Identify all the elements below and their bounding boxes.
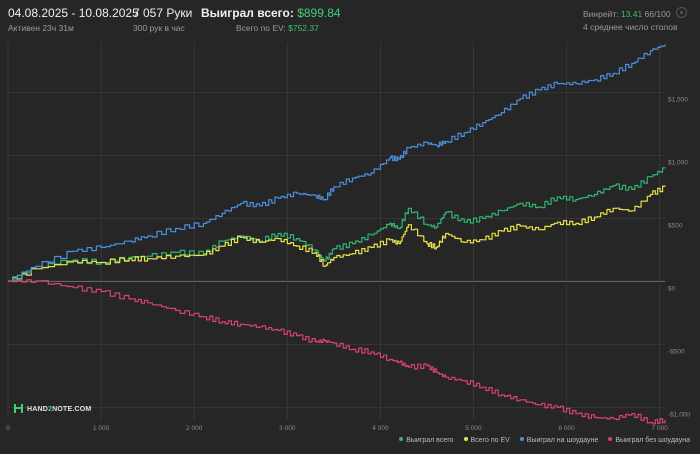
y-tick-label: -$500 (668, 348, 685, 355)
y-tick-label: $1,000 (668, 159, 688, 166)
total-ev: Всего по EV: $752.37 (201, 23, 341, 33)
total-won-value: $899.84 (297, 6, 341, 20)
legend-item-1[interactable]: Всего по EV (463, 437, 510, 444)
x-tick-label: 4 000 (372, 425, 389, 432)
total-won-label: Выиграл всего: (201, 6, 294, 20)
logo-prefix: HAND (27, 406, 49, 413)
date-range[interactable]: 04.08.2025 - 10.08.2025 (8, 6, 139, 20)
y-axis-ticks: $1,500 $1,000 $500 $0 -$500 -$1,000 (668, 96, 690, 418)
avg-tables: 4 среднее число столов (583, 22, 678, 32)
legend-label: Выиграл без шоудауна (615, 437, 690, 444)
y-tick-label: $500 (668, 222, 683, 229)
legend-item-0[interactable]: Выиграл всего (399, 437, 454, 444)
legend-dot-icon (399, 437, 404, 441)
winrate: Винрейт: 13.41 66/100 (583, 9, 678, 19)
legend-label: Выиграл всего (406, 437, 454, 444)
active-time: Активен 23ч 31м (8, 23, 74, 33)
gear-icon[interactable] (676, 7, 687, 18)
series-line-0 (8, 167, 666, 282)
hand2note-logo-icon (14, 404, 23, 413)
y-tick-label: -$1,000 (668, 411, 690, 418)
legend-label: Всего по EV (470, 437, 510, 444)
winrate-value: 13.41 (620, 9, 643, 19)
hand2note-logo: HAND2NOTE.COM (14, 404, 91, 413)
y-tick-label: $0 (668, 285, 676, 292)
logo-mid: 2 (48, 406, 53, 413)
y-tick-label: $1,500 (668, 96, 688, 103)
legend-item-2[interactable]: Выиграл на шоудауне (519, 437, 599, 444)
chart-legend: Выиграл всего Всего по EV Выиграл на шоуда… (340, 437, 690, 444)
x-tick-label: 0 (6, 425, 10, 432)
legend-dot-icon (519, 437, 524, 441)
chart-series (8, 44, 666, 425)
legend-dot-icon (463, 437, 468, 441)
chart-grid (7, 42, 665, 420)
series-line-2 (8, 44, 666, 282)
x-tick-label: 1 000 (93, 425, 110, 432)
x-tick-label: 5 000 (465, 425, 482, 432)
winnings-block: Выиграл всего: $899.84 Всего по EV: $752… (201, 6, 341, 33)
winrate-block: Винрейт: 13.41 66/100 4 среднее число ст… (583, 6, 678, 32)
period-block: 04.08.2025 - 10.08.2025 Активен 23ч 31м (8, 6, 139, 33)
x-axis-ticks: 0 1 000 2 000 3 000 4 000 5 000 6 000 7 000 (6, 425, 668, 432)
winrate-label: Винрейт: (583, 9, 619, 19)
x-tick-label: 3 000 (279, 425, 296, 432)
winrate-sample: 66/100 (644, 9, 671, 19)
legend-label: Выиграл на шоудауне (526, 437, 599, 444)
total-ev-label: Всего по EV: (236, 23, 286, 33)
x-tick-label: 2 000 (186, 425, 203, 432)
stats-header: 04.08.2025 - 10.08.2025 Активен 23ч 31м … (0, 0, 700, 40)
hands-per-hour: 300 рук в час (133, 23, 185, 33)
legend-item-3[interactable]: Выиграл без шоудауна (608, 437, 690, 444)
x-tick-label: 7 000 (652, 425, 669, 432)
total-won: Выиграл всего: $899.84 (201, 6, 341, 20)
series-line-3 (8, 279, 666, 425)
logo-suffix: NOTE.COM (52, 406, 92, 413)
hands-count: 7 057 Руки (133, 6, 193, 20)
hands-block: 7 057 Руки 300 рук в час (133, 6, 192, 33)
legend-dot-icon (608, 437, 613, 441)
total-ev-value: $752.37 (288, 23, 319, 33)
x-tick-label: 6 000 (558, 425, 575, 432)
series-line-1 (8, 185, 666, 282)
